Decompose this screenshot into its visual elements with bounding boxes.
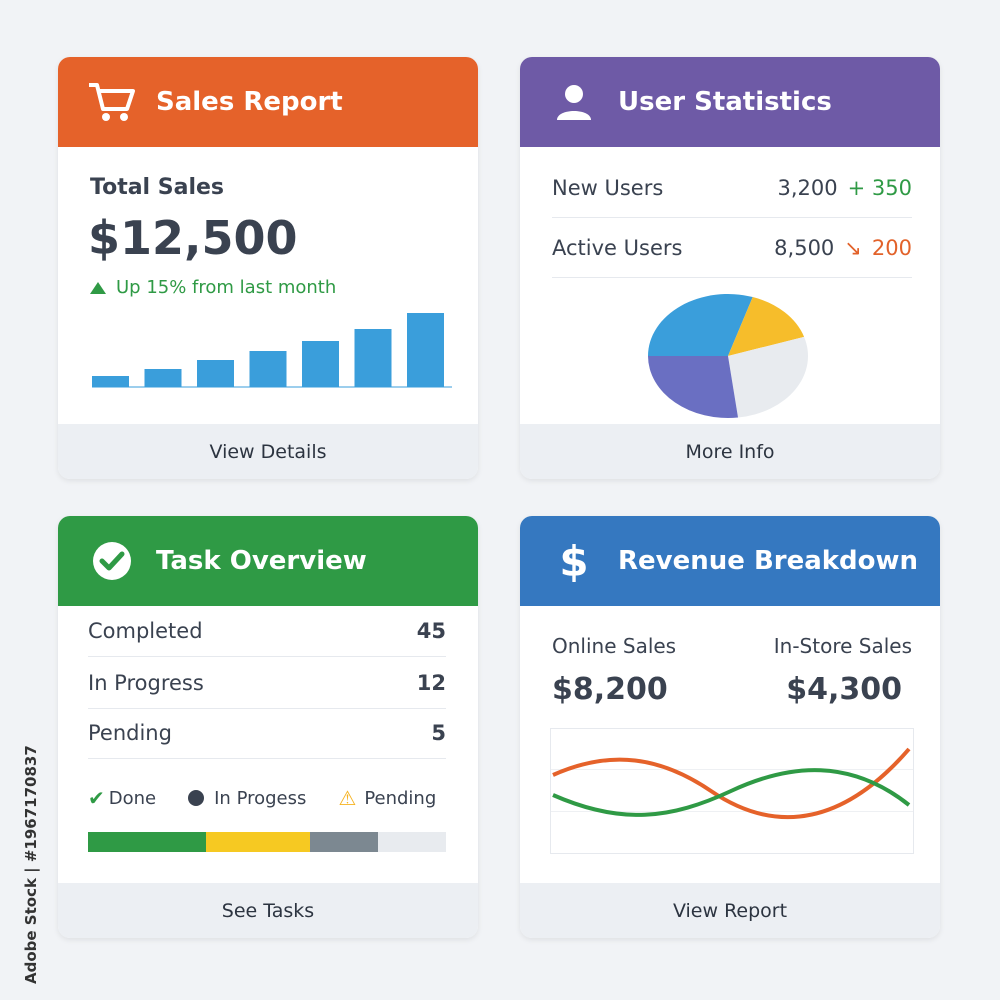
sales-report-title: Sales Report <box>156 87 343 117</box>
completed-row: Completed 45 <box>88 606 446 657</box>
instore-sales-label: In-Store Sales <box>773 634 912 658</box>
task-progress-bar <box>88 832 446 852</box>
pending-count: 5 <box>431 721 446 745</box>
legend-progress: In Progess <box>188 788 306 809</box>
active-users-value: 8,500 <box>774 236 835 260</box>
user-statistics-title: User Statistics <box>618 87 832 117</box>
progress-segment <box>88 832 207 852</box>
in-progress-label: In Progress <box>88 671 204 695</box>
online-sales-label: Online Sales <box>552 634 677 658</box>
completed-count: 45 <box>416 619 446 643</box>
new-users-label: New Users <box>552 176 664 200</box>
warning-icon: ⚠ <box>338 786 357 810</box>
total-sales-label: Total Sales <box>90 175 225 200</box>
down-arrow-icon: ↘ <box>844 236 862 260</box>
shopping-cart-icon <box>86 80 138 124</box>
task-overview-header: Task Overview <box>58 516 478 606</box>
user-statistics-header: User Statistics <box>520 57 940 147</box>
sales-bar <box>407 313 444 387</box>
view-details-button[interactable]: View Details <box>58 424 478 479</box>
view-report-button[interactable]: View Report <box>520 883 940 938</box>
sales-bar <box>144 369 182 387</box>
check-circle-icon <box>86 539 138 583</box>
pending-row: Pending 5 <box>88 708 446 759</box>
dot-icon <box>188 790 205 806</box>
pie-slice <box>648 356 739 418</box>
pie-slice <box>728 336 808 418</box>
sales-bar <box>249 351 287 387</box>
sales-bar <box>354 329 392 387</box>
sales-bar <box>197 360 234 387</box>
active-users-label: Active Users <box>552 236 683 260</box>
sales-report-card: Sales Report Total Sales $12,500 Up 15% … <box>58 57 478 479</box>
completed-label: Completed <box>88 619 203 643</box>
gridline <box>551 769 913 770</box>
new-users-row: New Users 3,200 + 350 <box>552 159 912 218</box>
green-series-line <box>552 768 911 817</box>
sales-report-header: Sales Report <box>58 57 478 147</box>
legend-done: ✔ Done <box>88 786 156 810</box>
total-sales-value: $12,500 <box>88 211 298 265</box>
check-icon: ✔ <box>88 786 105 810</box>
active-users-delta: 200 <box>871 236 912 260</box>
legend-progress-label: In Progess <box>214 787 307 809</box>
in-progress-row: In Progress 12 <box>88 658 446 709</box>
new-users-value: 3,200 <box>777 176 838 200</box>
legend-pending-label: Pending <box>364 787 437 809</box>
online-sales-value: $8,200 <box>552 672 668 707</box>
dollar-icon: $ <box>559 536 589 586</box>
pie-slice <box>648 294 753 356</box>
user-statistics-card: User Statistics New Users 3,200 + 350 Ac… <box>520 57 940 479</box>
instore-sales-value: $4,300 <box>786 672 902 707</box>
revenue-breakdown-header: $ Revenue Breakdown <box>520 516 940 606</box>
sales-bar <box>92 376 129 387</box>
task-overview-card: Task Overview Completed 45 In Progress 1… <box>58 516 478 938</box>
users-pie-chart <box>648 294 808 418</box>
task-overview-title: Task Overview <box>156 546 367 576</box>
pie-slice <box>728 297 805 356</box>
sales-trend: Up 15% from last month <box>90 277 336 298</box>
more-info-button[interactable]: More Info <box>520 424 940 479</box>
watermark: Adobe Stock | #1967170837 <box>22 745 40 984</box>
active-users-row: Active Users 8,500 ↘ 200 <box>552 219 912 278</box>
sales-trend-text: Up 15% from last month <box>116 277 337 298</box>
in-progress-count: 12 <box>416 671 446 695</box>
new-users-delta: + 350 <box>847 176 912 200</box>
legend-pending: ⚠ Pending <box>338 786 436 810</box>
user-icon <box>548 80 600 124</box>
revenue-breakdown-card: $ Revenue Breakdown Online Sales $8,200 … <box>520 516 940 938</box>
progress-segment <box>377 832 446 852</box>
revenue-line-chart <box>550 728 914 854</box>
orange-series-line <box>552 747 911 820</box>
see-tasks-button[interactable]: See Tasks <box>58 883 478 938</box>
legend-done-label: Done <box>108 787 157 809</box>
revenue-breakdown-title: Revenue Breakdown <box>618 546 919 576</box>
sales-bar-chart <box>92 313 452 388</box>
gridline <box>551 811 913 812</box>
task-legend: ✔ Done In Progess ⚠ Pending <box>88 786 436 810</box>
progress-segment <box>206 832 310 852</box>
up-arrow-icon <box>90 281 106 294</box>
pending-label: Pending <box>88 721 172 745</box>
sales-bar <box>302 341 339 387</box>
progress-segment <box>309 832 378 852</box>
